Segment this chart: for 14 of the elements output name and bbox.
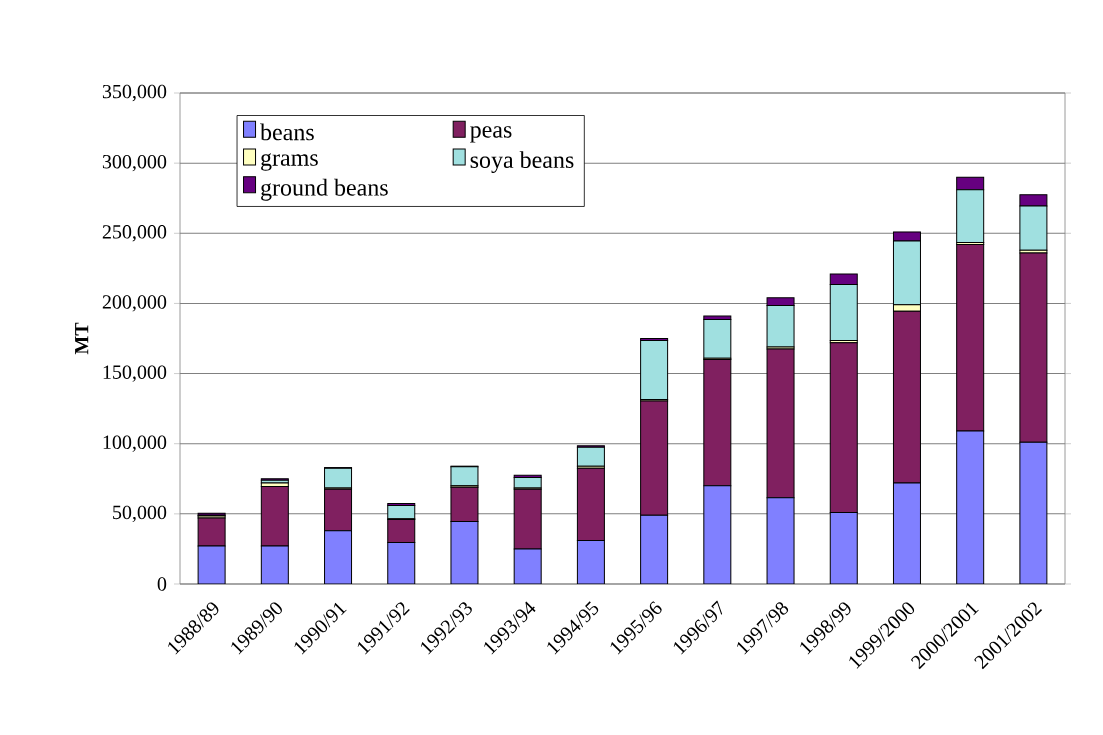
y-tick-label: 150,000 — [103, 365, 167, 382]
y-tick-label: 50,000 — [113, 505, 167, 523]
legend-label: ground beans — [261, 178, 388, 201]
y-tick-label: 100,000 — [103, 435, 167, 452]
legend-label: beans — [260, 123, 314, 141]
y-tick-label: 0 — [157, 577, 167, 591]
y-tick-label: 300,000 — [102, 154, 167, 172]
y-tick-label: 350,000 — [102, 84, 167, 102]
legend-label: peas — [470, 126, 512, 143]
y-tick-label: 250,000 — [102, 225, 167, 242]
y-axis-title: MT — [75, 322, 89, 355]
legend-label: grams — [261, 153, 318, 171]
y-tick-label: 200,000 — [102, 295, 167, 312]
legend-label: soya beans — [470, 151, 574, 173]
